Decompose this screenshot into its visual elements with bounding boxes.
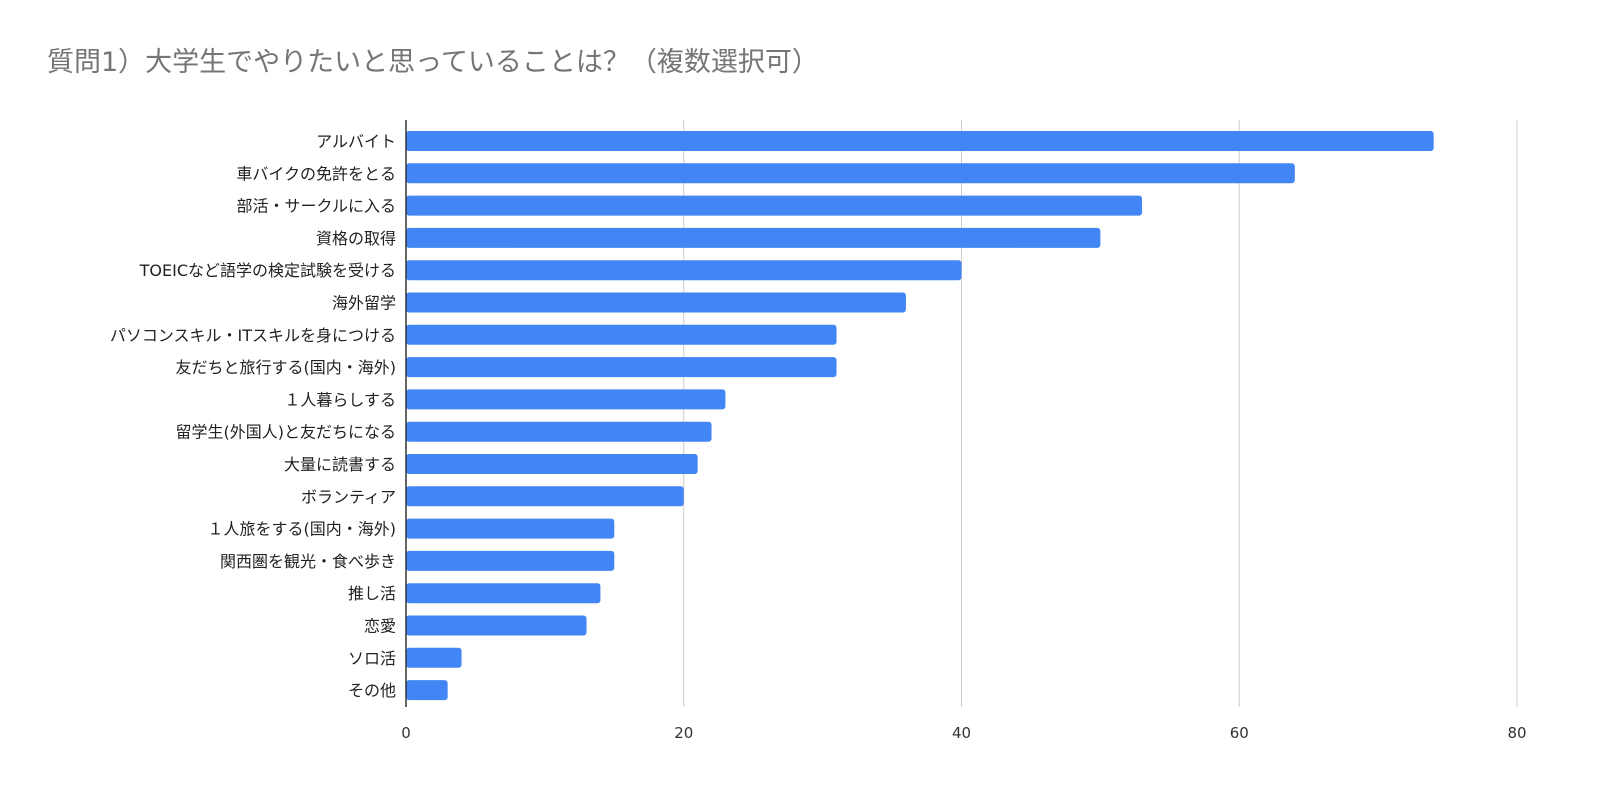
bar-2 bbox=[406, 195, 1143, 216]
category-label: 部活・サークルに入る bbox=[236, 197, 396, 216]
bar-10 bbox=[406, 454, 698, 474]
x-tick-label: 0 bbox=[401, 724, 411, 742]
bar-7 bbox=[406, 357, 837, 378]
bar-6 bbox=[406, 324, 837, 345]
bar-8 bbox=[406, 389, 726, 410]
category-label: その他 bbox=[348, 681, 396, 700]
category-label: TOEICなど語学の検定試験を受ける bbox=[139, 261, 396, 280]
bar-1 bbox=[406, 163, 1295, 184]
bar-3 bbox=[406, 227, 1101, 248]
category-label: １人旅をする(国内・海外) bbox=[208, 520, 397, 539]
bar-14 bbox=[406, 583, 601, 604]
bar-12 bbox=[406, 518, 615, 539]
x-tick-label: 20 bbox=[674, 724, 693, 742]
category-label: ソロ活 bbox=[348, 649, 396, 668]
category-label: 友だちと旅行する(国内・海外) bbox=[176, 358, 397, 377]
category-label: 推し活 bbox=[348, 584, 396, 603]
category-label: ボランティア bbox=[301, 487, 396, 506]
category-label: １人暮らしする bbox=[284, 390, 396, 409]
bar-13 bbox=[406, 550, 615, 571]
chart-title: 質問1）大学生でやりたいと思っていることは？（複数選択可） bbox=[47, 47, 819, 78]
category-label: 関西圏を観光・食べ歩き bbox=[220, 552, 396, 571]
bar-9 bbox=[406, 421, 712, 442]
gridlines bbox=[683, 120, 1518, 707]
bar-16 bbox=[406, 647, 462, 668]
bar-5 bbox=[406, 292, 906, 313]
bar-11 bbox=[406, 486, 684, 507]
category-label: アルバイト bbox=[316, 132, 396, 151]
category-label: 大量に読書する bbox=[284, 455, 396, 474]
category-label: パソコンスキル・ITスキルを身につける bbox=[110, 326, 396, 345]
bar-15 bbox=[406, 615, 587, 636]
x-tick-label: 40 bbox=[952, 724, 971, 742]
category-label: 海外留学 bbox=[332, 294, 396, 313]
x-tick-label: 60 bbox=[1230, 724, 1249, 742]
x-axis-ticks: 0 20 40 60 80 bbox=[401, 724, 1526, 742]
category-label: 留学生(外国人)と友だちになる bbox=[176, 423, 397, 442]
bar-4 bbox=[406, 260, 962, 281]
category-label: 恋愛 bbox=[364, 617, 396, 636]
bar-17 bbox=[406, 680, 448, 701]
category-label: 資格の取得 bbox=[316, 229, 396, 248]
bars bbox=[406, 131, 1434, 701]
bar-0 bbox=[406, 131, 1434, 151]
x-tick-label: 80 bbox=[1507, 724, 1526, 742]
category-label: 車バイクの免許をとる bbox=[236, 164, 396, 183]
